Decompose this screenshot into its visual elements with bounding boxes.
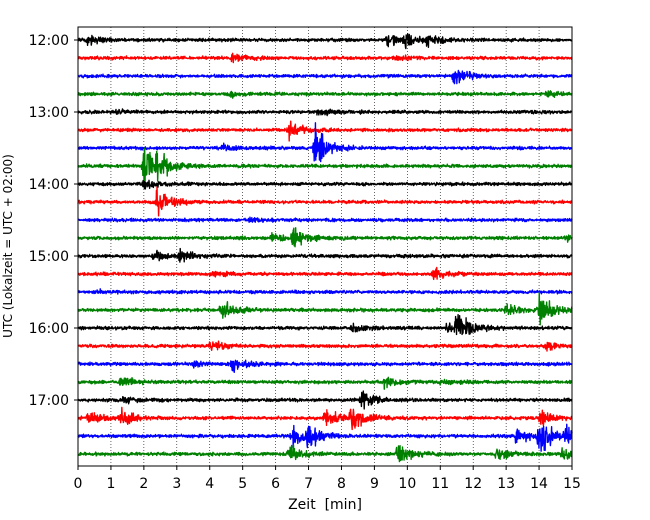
y-axis-title: UTC (Lokalzeit = UTC + 02:00) [1, 154, 15, 338]
trace-line [77, 227, 573, 248]
x-tick-label: 4 [205, 476, 214, 492]
x-tick-label: 15 [563, 476, 581, 492]
x-axis: 0 1 2 3 4 5 6 7 8 9 10 11 12 13 14 15 [74, 466, 581, 492]
trace-line [77, 33, 573, 50]
y-tick-label: 12:00 [29, 33, 69, 49]
x-tick-label: 3 [172, 476, 181, 492]
x-tick-label: 1 [106, 476, 115, 492]
trace-line [77, 147, 573, 186]
trace-line [77, 52, 573, 64]
trace-line [77, 266, 573, 281]
x-tick-label: 7 [304, 476, 313, 492]
trace-line [77, 90, 573, 99]
trace-line [77, 179, 573, 190]
x-tick-label: 6 [271, 476, 280, 492]
trace-line [77, 406, 573, 431]
y-axis: 12:00 13:00 14:00 15:00 16:00 17:00 [29, 33, 78, 409]
trace-line [77, 423, 573, 452]
x-tick-label: 9 [370, 476, 379, 492]
x-tick-label: 0 [74, 476, 83, 492]
x-axis-title: Zeit [min] [288, 497, 362, 513]
x-tick-label: 2 [139, 476, 148, 492]
x-tick-label: 13 [497, 476, 515, 492]
y-tick-label: 17:00 [29, 393, 69, 409]
trace-line [77, 313, 573, 336]
x-tick-label: 14 [530, 476, 548, 492]
trace-line [77, 376, 573, 390]
x-tick-label: 10 [398, 476, 416, 492]
y-tick-label: 14:00 [29, 177, 69, 193]
x-tick-label: 11 [431, 476, 449, 492]
trace-line [77, 69, 573, 85]
trace-line [77, 108, 573, 117]
x-tick-label: 12 [464, 476, 482, 492]
trace-line [77, 122, 573, 163]
trace-line [77, 291, 573, 326]
y-tick-label: 15:00 [29, 249, 69, 265]
trace-line [77, 186, 573, 217]
trace-line [77, 247, 573, 263]
trace-line [77, 120, 573, 142]
x-tick-label: 8 [337, 476, 346, 492]
x-tick-label: 5 [238, 476, 247, 492]
y-tick-label: 13:00 [29, 105, 69, 121]
trace-group [77, 33, 573, 463]
trace-line [77, 390, 573, 410]
trace-line [77, 359, 573, 373]
y-tick-label: 16:00 [29, 321, 69, 337]
grid-lines [110, 27, 540, 466]
trace-line [77, 444, 573, 463]
trace-line [77, 340, 573, 352]
trace-line [77, 288, 573, 295]
trace-line [77, 216, 573, 224]
plot-frame [77, 26, 573, 467]
